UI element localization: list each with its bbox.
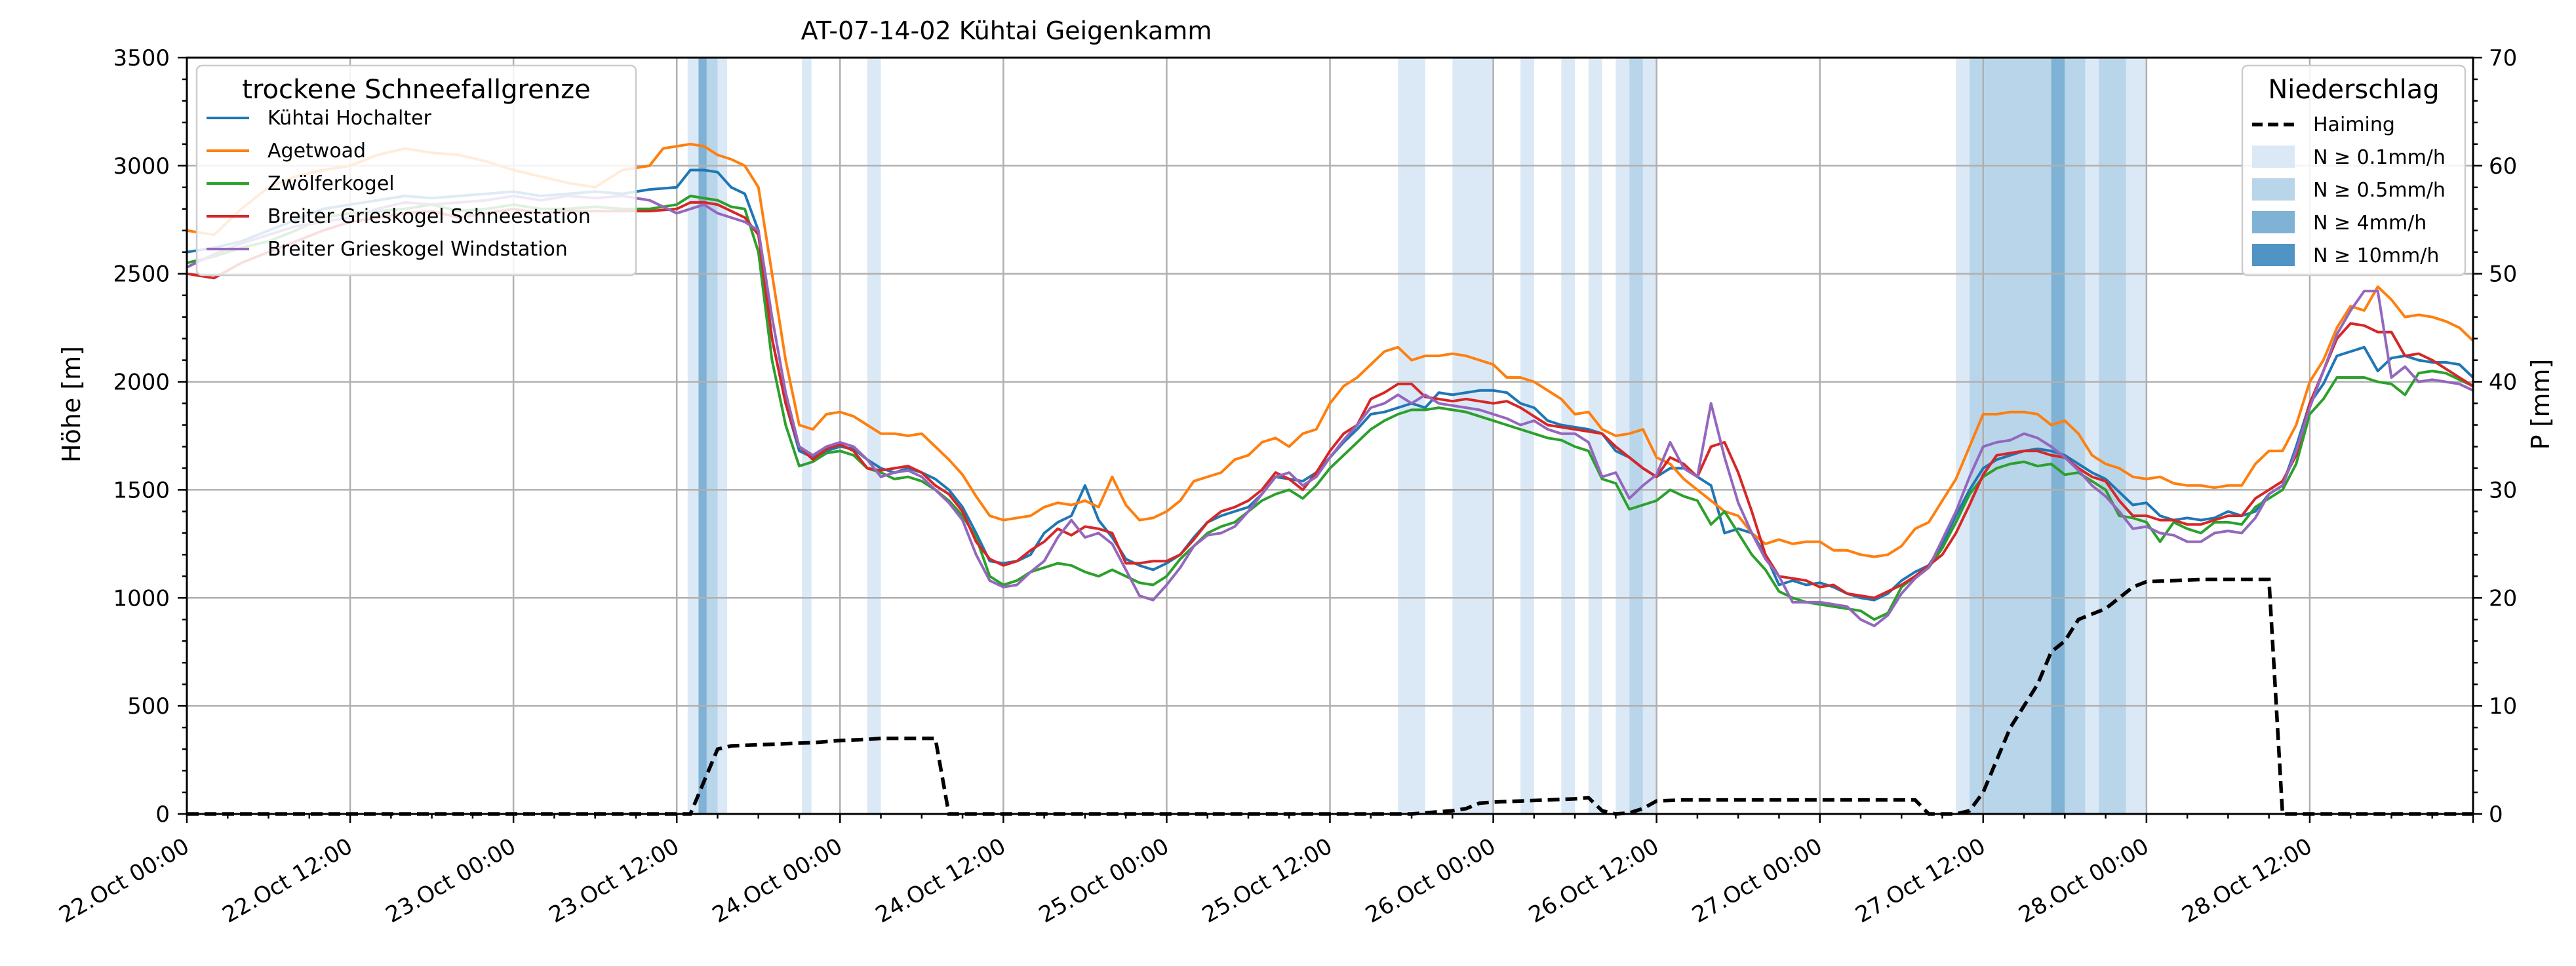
legend-snow-entry-0: Kühtai Hochalter xyxy=(268,107,432,130)
y-right-tick-label-2: 20 xyxy=(2489,585,2517,611)
y-right-axis-ticks: 0 10 20 30 40 50 60 70 xyxy=(2473,45,2517,828)
precip-band-20 xyxy=(2126,58,2147,814)
y-right-tick-label-1: 10 xyxy=(2489,693,2517,720)
precip-band-3 xyxy=(717,58,728,814)
x-tick-label-1: 22.Oct 12:00 xyxy=(218,833,357,928)
precip-line-haiming xyxy=(187,577,2473,816)
legend-precip-swatch-4 xyxy=(2252,244,2295,266)
y-left-tick-label-2: 1000 xyxy=(113,585,170,611)
x-tick-label-0: 22.Oct 00:00 xyxy=(55,833,194,928)
y-right-tick-label-5: 50 xyxy=(2489,261,2517,288)
legend-snow-entry-4: Breiter Grieskogel Windstation xyxy=(268,238,568,261)
precip-band-4 xyxy=(802,58,812,814)
legend-precip-entry-4: N ≥ 10mm/h xyxy=(2313,244,2439,267)
snowline-series xyxy=(186,142,2474,628)
precip-band-14 xyxy=(1956,58,1970,814)
x-tick-label-3: 23.Oct 12:00 xyxy=(545,833,684,928)
y-left-tick-label-1: 500 xyxy=(127,693,170,720)
precip-band-10 xyxy=(1588,58,1602,814)
y-right-tick-label-0: 0 xyxy=(2489,802,2503,828)
x-tick-label-2: 23.Oct 00:00 xyxy=(382,833,521,928)
x-tick-label-6: 25.Oct 00:00 xyxy=(1035,833,1174,928)
x-tick-label-13: 28.Oct 12:00 xyxy=(2177,833,2316,928)
y-left-tick-label-6: 3000 xyxy=(113,153,170,180)
precip-band-7 xyxy=(1452,58,1494,814)
x-tick-label-8: 26.Oct 00:00 xyxy=(1361,833,1500,928)
precip-band-5 xyxy=(867,58,881,814)
y-left-tick-label-5: 2500 xyxy=(113,261,170,288)
legend-precip-entry-1: N ≥ 0.1mm/h xyxy=(2313,146,2446,169)
precip-band-6 xyxy=(1398,58,1425,814)
precip-band-17 xyxy=(2065,58,2086,814)
x-tick-label-7: 25.Oct 12:00 xyxy=(1198,833,1337,928)
precip-band-9 xyxy=(1561,58,1575,814)
chart-title: AT-07-14-02 Kühtai Geigenkamm xyxy=(801,16,1212,45)
y-left-tick-label-0: 0 xyxy=(155,802,170,828)
legend-precip-entry-3: N ≥ 4mm/h xyxy=(2313,212,2427,235)
precip-band-12 xyxy=(1629,58,1643,814)
legend-snow-title: trockene Schneefallgrenze xyxy=(242,75,590,105)
precip-band-15 xyxy=(1970,58,2051,814)
legend-precip-swatch-3 xyxy=(2252,211,2295,233)
x-axis-ticks: 22.Oct 00:00 22.Oct 12:00 23.Oct 00:00 23.O… xyxy=(55,814,2474,929)
y-left-tick-label-7: 3500 xyxy=(113,45,170,71)
legend-snow-box xyxy=(195,64,637,277)
legend-snow-entry-2: Zwölferkogel xyxy=(268,172,395,195)
x-tick-label-12: 28.Oct 00:00 xyxy=(2014,833,2153,928)
legend-precip-box xyxy=(2241,64,2467,277)
precip-band-18 xyxy=(2085,58,2099,814)
y-left-tick-label-3: 1500 xyxy=(113,477,170,503)
precip-band-1 xyxy=(698,58,707,814)
series-line-3 xyxy=(186,201,2474,600)
y-right-tick-label-6: 60 xyxy=(2489,153,2517,180)
legend-precip-swatch-1 xyxy=(2252,145,2295,168)
y-left-axis-label: Höhe [m] xyxy=(57,346,86,463)
x-tick-label-10: 27.Oct 00:00 xyxy=(1688,833,1827,928)
precip-band-0 xyxy=(687,58,699,814)
x-tick-label-11: 27.Oct 12:00 xyxy=(1851,833,1990,928)
precip-band-13 xyxy=(1642,58,1657,814)
y-right-tick-label-7: 70 xyxy=(2489,45,2517,71)
x-tick-label-9: 26.Oct 12:00 xyxy=(1524,833,1663,928)
legend-precip-swatch-2 xyxy=(2252,178,2295,201)
precip-band-16 xyxy=(2051,58,2065,814)
y-left-axis-ticks: 0 500 1000 1500 2000 2500 3000 3500 xyxy=(113,45,187,828)
precip-band-19 xyxy=(2099,58,2126,814)
precip-series xyxy=(187,577,2473,816)
y-right-tick-label-3: 30 xyxy=(2489,477,2517,503)
legend-precip-title: Niederschlag xyxy=(2268,75,2439,105)
series-line-1 xyxy=(186,142,2474,558)
precip-band-2 xyxy=(706,58,718,814)
legend-precipitation: Niederschlag Haiming N ≥ 0.1mm/h N ≥ 0.5mm/… xyxy=(2241,64,2467,277)
legend-precip-entry-2: N ≥ 0.5mm/h xyxy=(2313,179,2446,202)
legend-snow-entry-3: Breiter Grieskogel Schneestation xyxy=(268,205,591,228)
precip-intensity-bands xyxy=(687,58,2147,814)
legend-precip-entry-0: Haiming xyxy=(2313,113,2395,136)
series-line-2 xyxy=(186,195,2474,621)
y-left-tick-label-4: 2000 xyxy=(113,370,170,396)
x-tick-label-5: 24.Oct 12:00 xyxy=(871,833,1010,928)
series-line-4 xyxy=(186,195,2474,628)
legend-snow-entry-1: Agetwoad xyxy=(268,140,366,163)
y-right-tick-label-4: 40 xyxy=(2489,370,2517,396)
precip-band-8 xyxy=(1520,58,1534,814)
x-tick-label-4: 24.Oct 00:00 xyxy=(708,833,847,928)
y-right-axis-label: P [mm] xyxy=(2526,359,2555,450)
